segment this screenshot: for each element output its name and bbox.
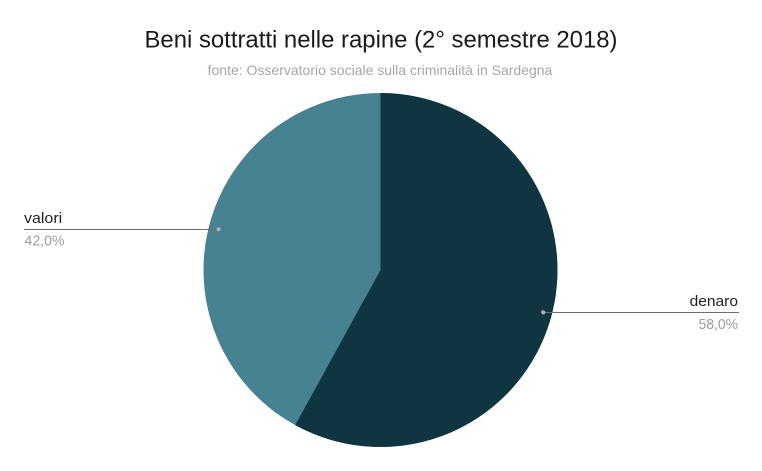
svg-text:42,0%: 42,0%: [25, 233, 65, 250]
svg-text:58,0%: 58,0%: [699, 316, 739, 333]
svg-text:Beni sottratti nelle rapine (2: Beni sottratti nelle rapine (2° semestre…: [145, 27, 618, 54]
svg-text:valori: valori: [24, 210, 62, 227]
svg-text:fonte: Osservatorio sociale su: fonte: Osservatorio sociale sulla crimin…: [208, 62, 553, 78]
svg-text:denaro: denaro: [690, 293, 738, 310]
